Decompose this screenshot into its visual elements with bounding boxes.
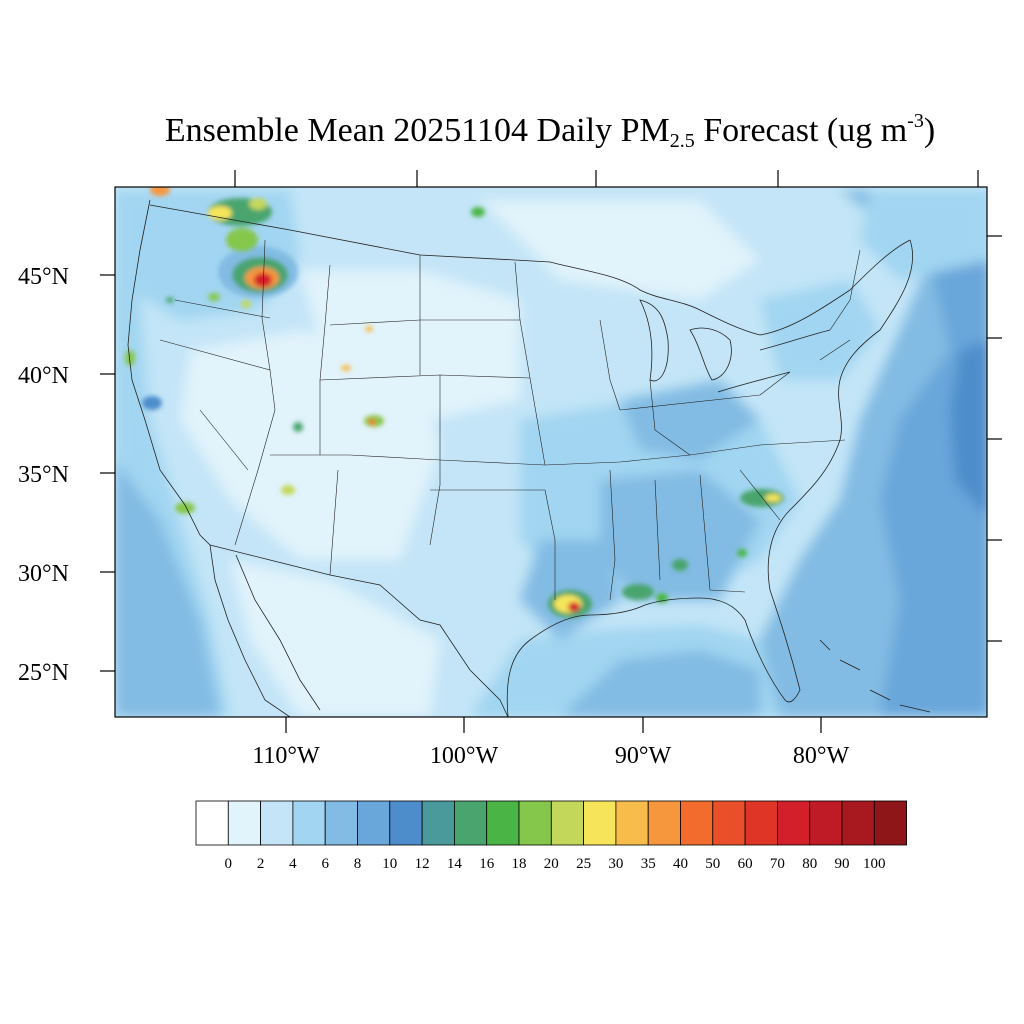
colorbar-tick-label: 50	[705, 856, 720, 872]
colorbar-box	[647, 800, 681, 846]
lon-label-90: 90°W	[615, 743, 672, 769]
colorbar-tick-label: 25	[576, 856, 591, 872]
colorbar-tick-label: 2	[257, 856, 265, 872]
left-ticks	[100, 274, 115, 672]
colorbar-box	[486, 800, 520, 846]
boundaries	[127, 199, 931, 717]
lon-label-100: 100°W	[430, 743, 499, 769]
east-coastline	[767, 239, 914, 703]
colorbar-box	[550, 800, 584, 846]
colorbar-box	[777, 800, 811, 846]
colorbar-box	[357, 800, 391, 846]
lat-label-35: 35°N	[18, 462, 69, 488]
colorbar-tick-label: 6	[321, 856, 329, 872]
colorbar-box	[227, 800, 262, 846]
colorbar-box	[744, 800, 778, 846]
map-title: Ensemble Mean 20251104 Daily PM2.5 Forec…	[164, 110, 936, 152]
colorbar-tick-label: 4	[289, 856, 297, 872]
map-plot-area	[115, 187, 987, 717]
colorbar-tick-label: 80	[802, 856, 817, 872]
colorbar-box	[389, 800, 423, 846]
colorbar-box	[260, 800, 294, 846]
colorbar-box	[873, 800, 907, 846]
gulf-coastline	[506, 597, 786, 717]
colorbar-tick-label: 100	[863, 856, 886, 872]
colorbar-tick-label: 0	[225, 856, 233, 872]
colorbar-box	[809, 800, 843, 846]
colorbar-box	[518, 800, 552, 846]
west-coastline	[127, 199, 211, 546]
title-superscript: -3	[907, 110, 924, 132]
title-subscript: 2.5	[669, 130, 695, 152]
colorbar-tick-label: 18	[512, 856, 527, 872]
colorbar-tick-label: 10	[382, 856, 397, 872]
lat-label-25: 25°N	[18, 660, 69, 686]
colorbar-box	[841, 800, 875, 846]
colorbar-box	[680, 800, 714, 846]
colorbar-tick-label: 30	[608, 856, 623, 872]
colorbar-box	[712, 800, 746, 846]
map-frame	[114, 186, 988, 718]
colorbar-tick-label: 40	[673, 856, 688, 872]
lon-label-110: 110°W	[252, 743, 320, 769]
colorbar-box	[421, 800, 455, 846]
colorbar-box	[583, 800, 617, 846]
right-ticks	[987, 235, 1002, 642]
colorbar-box	[615, 800, 649, 846]
colorbar-tick-label: 60	[738, 856, 753, 872]
colorbar: 0 2 4 6 8 10 12 14 16 18 20 25 30 35 40 50 60 70 80 90 100	[195, 800, 907, 872]
colorbar-tick-label: 8	[354, 856, 362, 872]
colorbar-tick-label: 12	[415, 856, 430, 872]
colorbar-tick-label: 20	[544, 856, 559, 872]
hotspots	[125, 187, 784, 618]
lat-label-45: 45°N	[18, 264, 69, 290]
top-ticks	[234, 170, 979, 187]
bottom-ticks	[285, 717, 822, 733]
colorbar-tick-label: 14	[447, 856, 463, 872]
lat-label-40: 40°N	[18, 363, 69, 389]
colorbar-box	[195, 800, 229, 846]
lat-label-30: 30°N	[18, 561, 69, 587]
colorbar-tick-label: 16	[479, 856, 495, 872]
lon-label-80: 80°W	[793, 743, 850, 769]
colorbar-tick-label: 70	[770, 856, 785, 872]
colorbar-box	[292, 800, 326, 846]
mexico-border	[209, 544, 509, 717]
colorbar-tick-label: 90	[835, 856, 850, 872]
colorbar-box	[453, 800, 488, 846]
colorbar-box	[324, 800, 358, 846]
colorbar-tick-label: 35	[641, 856, 656, 872]
